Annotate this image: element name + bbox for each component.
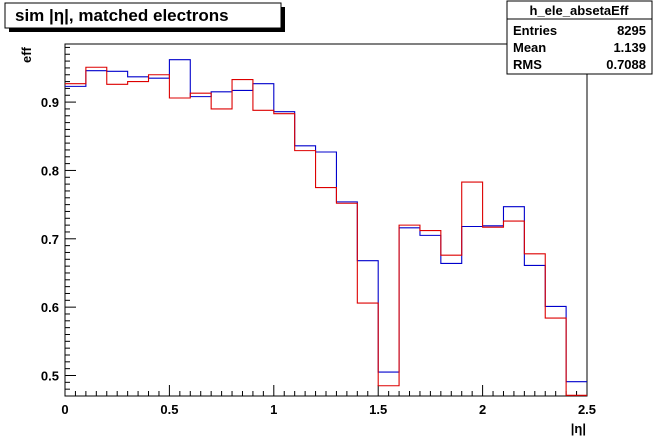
x-tick-label: 1 — [270, 402, 277, 417]
series-layer — [65, 59, 587, 396]
x-axis-title: |η| — [571, 421, 586, 436]
stats-frame — [506, 0, 653, 75]
x-tick-label: 2 — [479, 402, 486, 417]
x-axis-ticks: 0 0.5 1 1.5 2 2.5 — [61, 385, 596, 417]
title-frame — [4, 2, 282, 29]
stats-histogram-name: h_ele_absetaEff — [530, 3, 630, 18]
plot-frame — [64, 43, 588, 397]
series-line-2 — [65, 66, 587, 396]
stats-box: h_ele_absetaEff Entries 8295 Mean 1.139 … — [506, 0, 653, 75]
y-tick-label: 0.8 — [41, 163, 59, 178]
stats-mean-label: Mean — [513, 40, 546, 55]
x-tick-label: 0.5 — [160, 402, 178, 417]
stats-mean-value: 1.139 — [613, 40, 646, 55]
y-tick-label: 0.9 — [41, 95, 59, 110]
x-tick-label: 1.5 — [369, 402, 387, 417]
y-tick-label: 0.7 — [41, 232, 59, 247]
x-tick-label: 0 — [61, 402, 68, 417]
x-tick-label: 2.5 — [578, 402, 596, 417]
y-tick-label: 0.5 — [41, 368, 59, 383]
y-tick-label: 0.6 — [41, 300, 59, 315]
y-axis-ticks: 0.5 0.6 0.7 0.8 0.9 — [41, 46, 76, 397]
title-box: sim |η|, matched electrons — [4, 2, 285, 32]
chart-title: sim |η|, matched electrons — [15, 6, 229, 25]
stats-rms-value: 0.7088 — [606, 57, 646, 72]
stats-rms-label: RMS — [513, 57, 542, 72]
series-line-1 — [65, 59, 587, 383]
stats-entries-label: Entries — [513, 23, 557, 38]
stats-entries-value: 8295 — [617, 23, 646, 38]
y-axis-title: eff — [19, 46, 34, 63]
